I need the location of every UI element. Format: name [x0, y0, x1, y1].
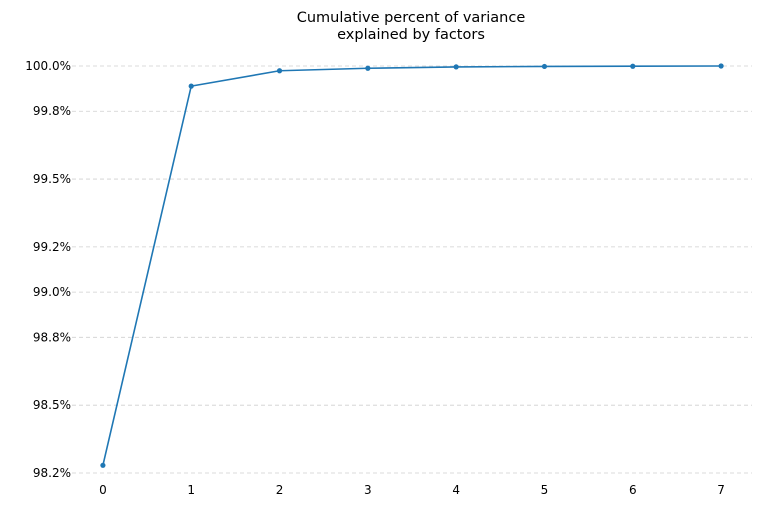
y-tick-label: 100.0%	[25, 59, 71, 73]
x-tick-label: 0	[99, 483, 107, 497]
y-tick-label: 99.0%	[33, 285, 71, 299]
y-tick-label: 98.2%	[33, 466, 71, 480]
grid-lines	[72, 65, 752, 474]
data-point	[453, 64, 459, 70]
x-tick-label: 4	[452, 483, 460, 497]
data-point	[100, 462, 106, 468]
data-point	[276, 68, 283, 74]
y-tick-label: 99.2%	[33, 240, 71, 254]
series-group	[100, 63, 724, 468]
x-axis-tick-labels: 0 1 2 3 4 5 6 7	[99, 483, 725, 497]
chart-title-line-2: explained by factors	[337, 27, 485, 43]
y-tick-label: 98.8%	[33, 330, 71, 344]
y-tick-label: 98.5%	[33, 398, 71, 412]
data-point	[188, 83, 194, 89]
x-tick-label: 6	[629, 483, 637, 497]
y-tick-label: 99.5%	[33, 172, 71, 186]
x-tick-label: 5	[541, 483, 549, 497]
y-tick-label: 99.8%	[33, 104, 71, 118]
y-axis-tick-labels: 98.2% 98.5% 98.8% 99.0% 99.2% 99.5% 99.8% 100.0…	[25, 59, 71, 480]
x-tick-label: 7	[717, 483, 725, 497]
chart-title-line-1: Cumulative percent of variance	[297, 10, 526, 26]
x-tick-label: 3	[364, 483, 372, 497]
data-point	[718, 63, 724, 69]
data-point	[630, 63, 636, 69]
x-tick-label: 1	[187, 483, 195, 497]
x-tick-label: 2	[276, 483, 284, 497]
series-line	[102, 65, 722, 466]
data-point	[365, 65, 371, 71]
data-point	[541, 63, 548, 70]
